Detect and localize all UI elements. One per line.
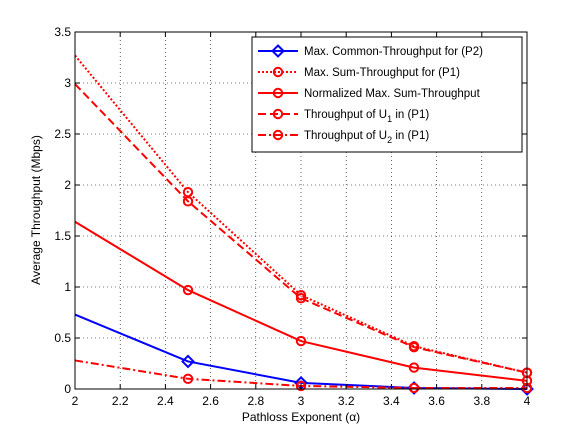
x-tick-label: 3.4: [383, 394, 400, 408]
series-line: [74, 83, 528, 374]
y-tick-label: 2.5: [54, 127, 71, 141]
ticks: 2 2.2 2.4 2.6 2.8 3 3.2 3.4 3.6 3.8 4 0 0.5 1 1.5 2 2.5 3…: [54, 25, 530, 408]
y-tick-label: 1: [64, 280, 71, 294]
x-tick-label: 3.6: [428, 394, 445, 408]
x-tick-label: 3: [298, 394, 305, 408]
series-line: [74, 313, 528, 390]
data-point: [295, 335, 307, 347]
series-line: [74, 220, 528, 382]
x-tick-label: 2.6: [202, 394, 219, 408]
legend: Max. Common-Throughput for (P2) Max. Sum-…: [251, 36, 523, 153]
y-tick-label: 3.5: [54, 25, 71, 39]
legend-entry: Max. Common-Throughput for (P2): [258, 44, 483, 58]
legend-label-main: Normalized Max. Sum-Throughput: [304, 88, 481, 100]
data-point: [408, 382, 420, 394]
legend-label-main: Max. Sum-Throughput for (P1): [304, 67, 460, 79]
legend-entry: Normalized Max. Sum-Throughput: [258, 87, 481, 100]
y-tick-label: 0: [64, 382, 71, 396]
x-tick-label: 2.2: [112, 394, 129, 408]
data-point: [182, 373, 194, 384]
y-tick-label: 1.5: [54, 229, 71, 243]
legend-label: Throughput of U2 in (P1): [304, 130, 429, 145]
data-point: [182, 284, 194, 296]
legend-marker: [272, 66, 284, 78]
legend-label: Max. Common-Throughput for (P2): [304, 46, 483, 58]
legend-entry: Max. Sum-Throughput for (P1): [258, 66, 460, 79]
data-point: [295, 293, 307, 304]
x-axis-label: Pathloss Exponent (α): [242, 410, 360, 424]
data-point: [181, 354, 195, 369]
legend-label-subscript: 1: [387, 114, 392, 124]
legend-label: Max. Sum-Throughput for (P1): [304, 67, 460, 79]
data-point: [182, 196, 194, 207]
x-tick-label: 4: [524, 394, 531, 408]
x-tick-label: 3.2: [338, 394, 355, 408]
legend-marker: [272, 108, 284, 120]
legend-label-tail: in (P1): [392, 130, 429, 142]
x-tick-label: 2: [72, 394, 79, 408]
legend-marker: [271, 44, 285, 58]
legend-marker: [272, 87, 284, 99]
legend-entry: Throughput of U2 in (P1): [258, 129, 429, 145]
legend-label: Normalized Max. Sum-Throughput: [304, 88, 481, 100]
legend-label-main: Max. Common-Throughput for (P2): [304, 46, 483, 58]
data-point: [408, 341, 420, 353]
data-point: [408, 362, 420, 373]
legend-marker: [272, 129, 284, 141]
y-axis-label: Average Throughput (Mbps): [29, 135, 43, 285]
legend-box: [251, 36, 523, 153]
x-tick-label: 2.4: [157, 394, 174, 408]
legend-label-tail: in (P1): [392, 109, 429, 121]
series-4: [74, 83, 533, 378]
legend-label: Throughput of U1 in (P1): [304, 109, 429, 124]
legend-entry: Throughput of U1 in (P1): [258, 108, 429, 124]
y-tick-label: 3: [64, 76, 71, 90]
y-tick-label: 0.5: [54, 331, 71, 345]
x-tick-label: 3.8: [473, 394, 490, 408]
legend-label-main: Throughput of U: [304, 130, 387, 142]
data-point: [295, 380, 307, 392]
y-tick-label: 2: [64, 178, 71, 192]
legend-label-main: Throughput of U: [304, 109, 387, 121]
x-tick-label: 2.8: [247, 394, 264, 408]
legend-label-subscript: 2: [387, 135, 392, 145]
